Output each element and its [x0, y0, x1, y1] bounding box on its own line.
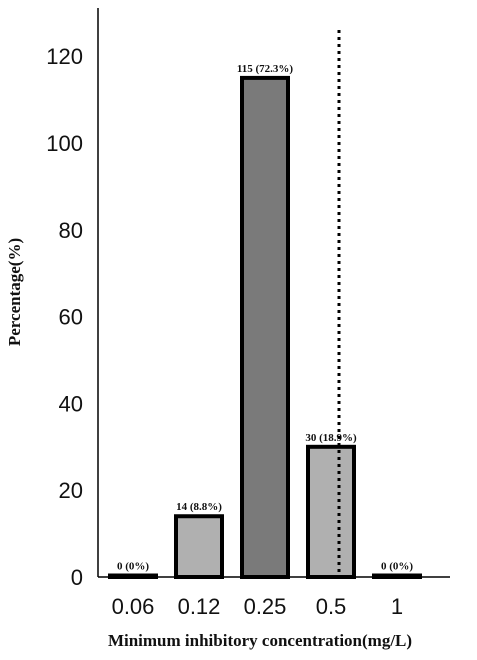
y-tick-label: 120 [46, 44, 83, 69]
x-tick-label: 0.5 [316, 594, 347, 619]
data-label: 0 (0%) [117, 561, 149, 573]
y-tick-label: 100 [46, 131, 83, 156]
x-tick-label: 0.12 [178, 594, 221, 619]
bar-0.06 [108, 573, 158, 579]
bar-0.25 [240, 75, 290, 580]
data-label: 115 (72.3%) [237, 63, 294, 75]
bar-1 [372, 573, 422, 579]
y-tick-label: 80 [59, 218, 83, 243]
data-label: 0 (0%) [381, 561, 413, 573]
bar-0.12 [174, 514, 224, 579]
y-tick-label: 0 [71, 565, 83, 590]
x-axis-title: Minimum inhibitory concentration(mg/L) [108, 631, 412, 650]
data-label: 14 (8.8%) [176, 501, 222, 513]
x-tick-label: 0.25 [244, 594, 287, 619]
y-tick-label: 60 [59, 305, 83, 330]
y-tick-label: 20 [59, 478, 83, 503]
data-label: 30 (18.9%) [305, 432, 357, 444]
y-axis-title: Percentage(%) [5, 238, 24, 346]
x-tick-label: 0.06 [112, 594, 155, 619]
bar-0.5 [306, 444, 356, 579]
y-tick-label: 40 [59, 391, 83, 416]
x-tick-label: 1 [391, 594, 403, 619]
